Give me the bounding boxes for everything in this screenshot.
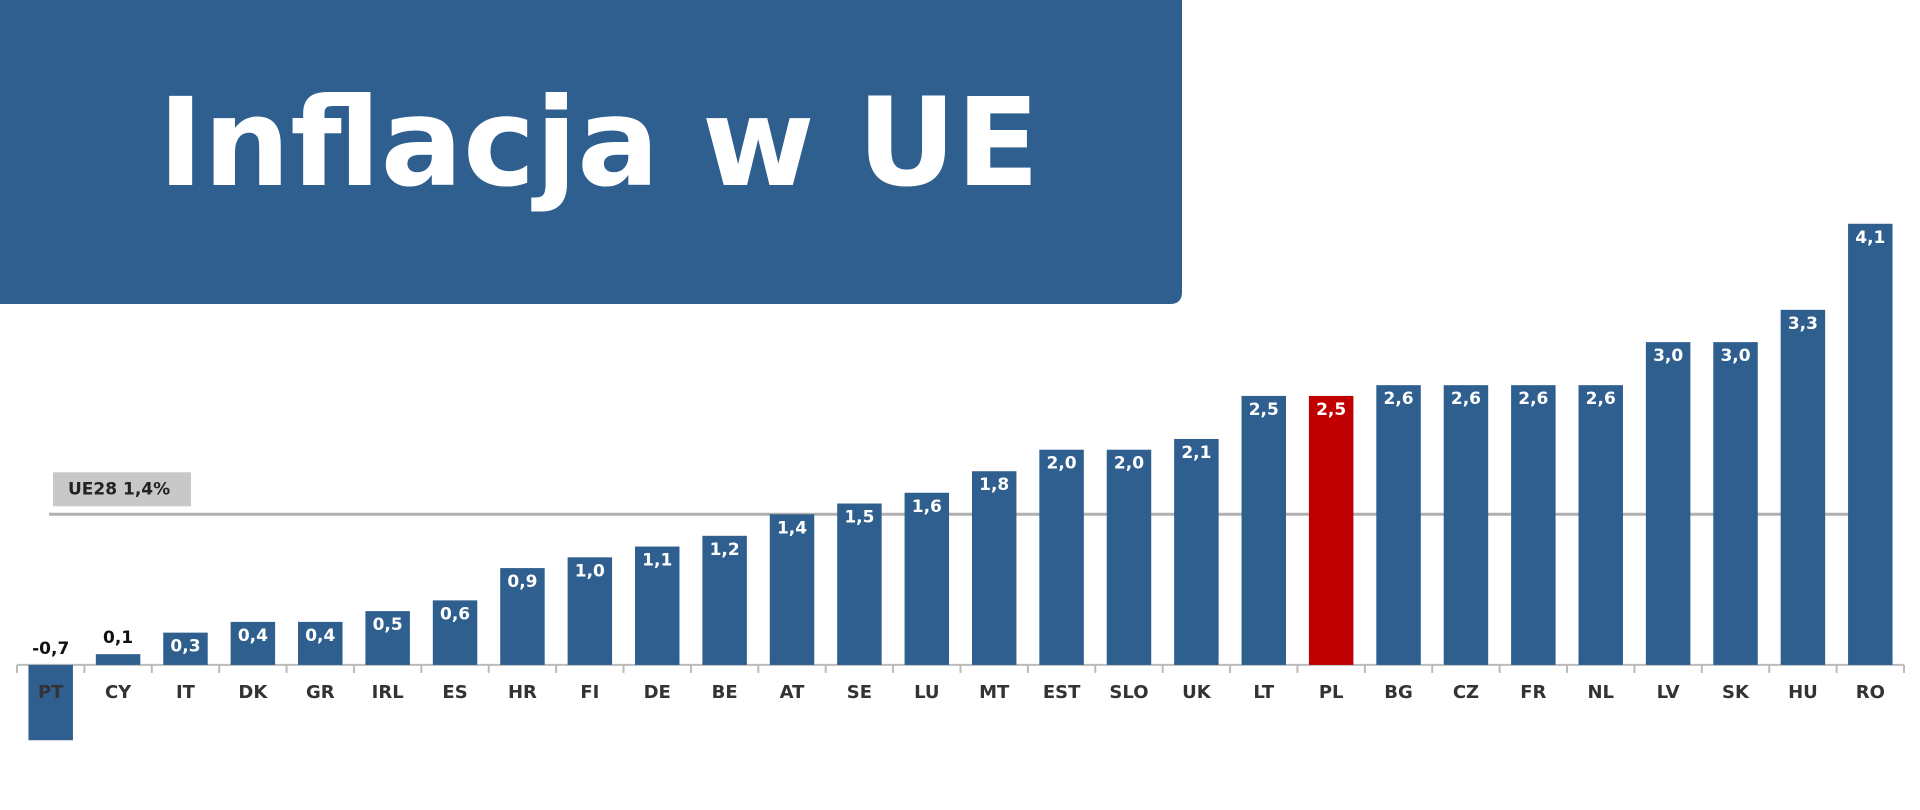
x-tick-label: SK [1722,682,1750,703]
x-tick-label: GR [306,682,335,703]
bar [1106,449,1152,665]
bar [971,471,1017,665]
x-tick-label: UK [1182,682,1212,703]
value-label: 2,5 [1316,400,1346,420]
value-label: 0,9 [507,572,537,592]
bar [1376,385,1421,665]
x-tick-label: MT [979,682,1010,703]
value-label: 3,0 [1720,346,1750,366]
value-label: -0,7 [32,639,69,659]
bar [1578,385,1623,665]
x-tick-label: EST [1043,682,1081,703]
x-tick-label: NL [1587,682,1614,703]
value-label: 0,3 [170,637,200,657]
bar [95,654,141,665]
value-label: 1,1 [642,551,672,571]
bar [1443,385,1489,665]
x-tick-label: AT [780,682,806,703]
x-tick-label: LT [1253,682,1274,703]
x-tick-label: CY [105,682,132,703]
x-tick-label: ES [442,682,467,703]
value-label: 1,4 [777,518,807,538]
bar [1039,449,1084,665]
value-label: 1,8 [979,475,1009,495]
title-banner [0,0,1182,304]
bar [365,611,410,665]
value-label: 1,5 [844,508,874,528]
reference-label: UE28 1,4% [68,479,170,499]
bar [28,664,73,741]
bar [1713,342,1758,665]
bar [230,621,276,665]
bar [904,492,950,665]
bar [567,557,613,665]
value-label: 0,4 [305,626,335,646]
bar [1174,438,1219,665]
x-tick-label: CZ [1453,682,1479,703]
bar [1645,342,1691,665]
x-tick-label: LU [914,682,939,703]
x-tick-label: PT [38,682,64,703]
x-tick-label: BG [1384,682,1413,703]
bar [500,568,545,665]
bar [1308,395,1354,665]
value-label: 0,5 [373,615,403,635]
bar [1511,385,1556,665]
x-tick-label: SE [847,682,872,703]
x-tick-label: FI [580,682,599,703]
bar [1241,395,1287,665]
x-tick-label: HR [508,682,537,703]
value-label: 2,6 [1451,389,1481,409]
bar [298,621,343,665]
value-label: 1,0 [575,561,605,581]
bar [432,600,478,665]
x-tick-label: IT [176,682,196,703]
bar [1780,309,1826,665]
bar [769,514,815,665]
bar [702,535,747,665]
x-tick-label: FR [1520,682,1546,703]
bar [163,632,208,665]
x-tick-label: BE [712,682,738,703]
bar [1848,223,1893,665]
x-tick-label: HU [1788,682,1818,703]
value-label: 3,3 [1788,314,1818,334]
bar [634,546,680,665]
x-tick-label: DK [238,682,268,703]
x-tick-label: RO [1856,682,1885,703]
value-label: 2,0 [1047,454,1077,474]
x-tick-label: DE [644,682,671,703]
x-tick-label: LV [1657,682,1680,703]
value-label: 2,6 [1518,389,1548,409]
value-label: 2,0 [1114,454,1144,474]
x-tick-label: SLO [1109,682,1148,703]
value-label: 3,0 [1653,346,1683,366]
value-label: 0,6 [440,604,470,624]
value-label: 0,4 [238,626,268,646]
value-label: 1,6 [912,497,942,517]
chart-title: Inflacja w UE [158,72,1040,214]
value-label: 1,2 [710,540,740,560]
value-label: 4,1 [1855,228,1885,248]
bar [837,503,882,665]
value-label: 2,5 [1249,400,1279,420]
value-label: 0,1 [103,628,133,648]
value-label: 2,6 [1383,389,1413,409]
x-tick-label: IRL [372,682,404,703]
reference-label-box [53,472,191,507]
x-tick-label: PL [1319,682,1344,703]
value-label: 2,1 [1181,443,1211,463]
value-label: 2,6 [1586,389,1616,409]
